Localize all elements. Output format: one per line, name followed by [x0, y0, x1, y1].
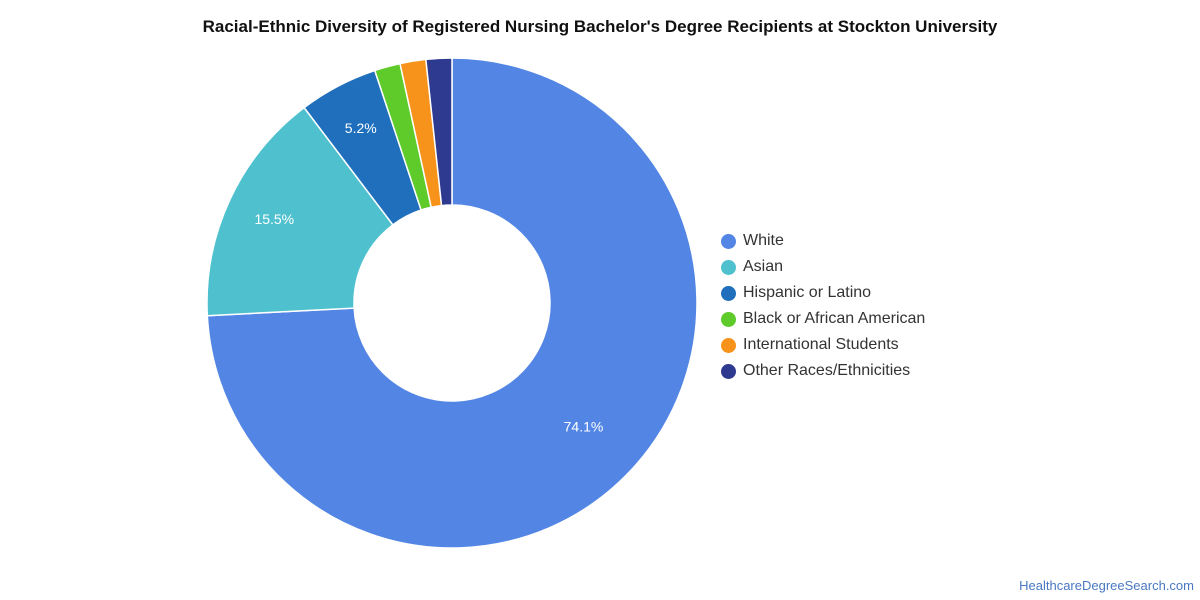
chart-title: Racial-Ethnic Diversity of Registered Nu…	[202, 17, 998, 36]
legend-marker	[721, 337, 736, 353]
legend-label: International Students	[743, 336, 899, 353]
legend-marker	[721, 311, 736, 327]
legend-label: Other Races/Ethnicities	[743, 362, 911, 379]
legend-marker	[721, 259, 736, 275]
slice-value-label: 5.2%	[345, 120, 377, 136]
slice-value-label: 74.1%	[564, 419, 604, 435]
legend-item-international-students[interactable]: International Students	[721, 332, 925, 358]
legend-item-other-races-ethnicities[interactable]: Other Races/Ethnicities	[721, 358, 925, 384]
legend-label: Black or African American	[743, 310, 926, 327]
legend-item-asian[interactable]: Asian	[721, 254, 925, 280]
legend-item-white[interactable]: White	[721, 228, 925, 254]
legend-marker	[721, 285, 736, 301]
legend-label: Asian	[743, 258, 784, 275]
source-credit-link[interactable]: HealthcareDegreeSearch.com	[1019, 578, 1194, 593]
donut-slice-asian[interactable]	[206, 106, 394, 317]
legend-item-hispanic-or-latino[interactable]: Hispanic or Latino	[721, 280, 925, 306]
legend-item-black-or-african-american[interactable]: Black or African American	[721, 306, 925, 332]
donut-slice-other-races-ethnicities[interactable]	[425, 57, 453, 207]
slice-value-label: 15.5%	[254, 211, 294, 227]
legend-marker	[721, 233, 736, 249]
legend-label: White	[743, 232, 784, 249]
legend-label: Hispanic or Latino	[743, 284, 872, 301]
chart-legend: White Asian Hispanic or Latino Black or …	[721, 228, 925, 384]
donut-slice-white[interactable]	[206, 57, 698, 549]
legend-marker	[721, 363, 736, 379]
